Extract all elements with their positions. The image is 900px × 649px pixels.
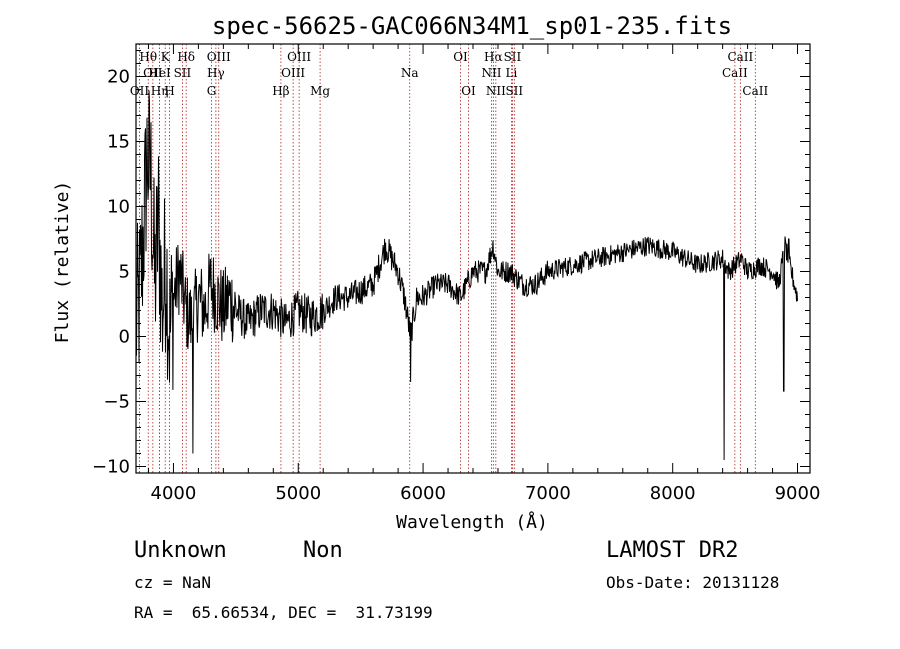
line-marker-label: SII [505,84,523,98]
x-axis: 4000 5000 6000 7000 8000 9000 [147,44,821,504]
line-marker-label: Hγ [207,66,225,80]
line-marker-label: OII [130,84,150,98]
x-tick-label: 7000 [525,483,571,504]
line-marker-label: Mg [310,84,330,98]
line-marker-label: OIII [281,66,305,80]
line-marker-label: K [161,50,171,64]
line-marker-label: H [164,84,174,98]
coordinates: RA = 65.66534, DEC = 31.73199 [134,603,433,622]
line-marker-label: NII [481,66,501,80]
y-tick-label: 20 [107,67,130,88]
line-marker-label: Hδ [177,50,195,64]
y-axis: −10 −5 0 5 10 15 20 [92,50,810,478]
line-marker-label: OIII [287,50,311,64]
x-tick-label: 4000 [151,483,197,504]
y-tick-label: −10 [92,457,130,478]
line-marker-label: OIII [207,50,231,64]
line-marker-label: Na [401,66,419,80]
line-marker-label: Hθ [139,50,157,64]
line-marker-label: Li [506,66,518,80]
line-marker-label: OI [453,50,468,64]
line-markers: HθOIIOIIHeIKHHηSIIHδGHγOIIIHβOIIIOIIIMgN… [130,44,768,473]
line-marker-label: SII [174,66,192,80]
x-tick-label: 8000 [650,483,696,504]
line-marker-label: Hα [484,50,503,64]
line-marker-label: CaII [742,84,768,98]
x-tick-label: 5000 [275,483,321,504]
obs-date: Obs-Date: 20131128 [606,573,780,592]
line-marker-label: OI [461,84,476,98]
x-tick-label: 6000 [400,483,446,504]
class-label: Unknown [134,538,227,563]
spectrum-trace [135,90,798,461]
subclass-label: Non [303,538,343,563]
line-marker-label: CaII [727,50,753,64]
x-axis-label: Wavelength (Å) [396,511,548,533]
line-marker-label: NII [486,84,506,98]
y-axis-label: Flux (relative) [52,181,73,344]
chart-title: spec-56625-GAC066N34M1_sp01-235.fits [212,12,732,40]
line-marker-label: CaII [722,66,748,80]
survey-label: LAMOST DR2 [606,538,739,563]
line-marker-label: OII [143,66,163,80]
y-tick-label: 0 [119,327,130,348]
line-marker-label: G [207,84,217,98]
line-marker-label: SII [504,50,522,64]
y-tick-label: −5 [103,392,130,413]
y-tick-label: 10 [107,197,130,218]
line-marker-label: Hη [151,84,169,98]
x-tick-label: 9000 [775,483,821,504]
y-tick-label: 15 [107,132,130,153]
line-marker-label: Hβ [272,84,289,98]
cz-value: cz = NaN [134,573,212,592]
spectrum-line [135,90,798,461]
y-tick-label: 5 [119,262,130,283]
